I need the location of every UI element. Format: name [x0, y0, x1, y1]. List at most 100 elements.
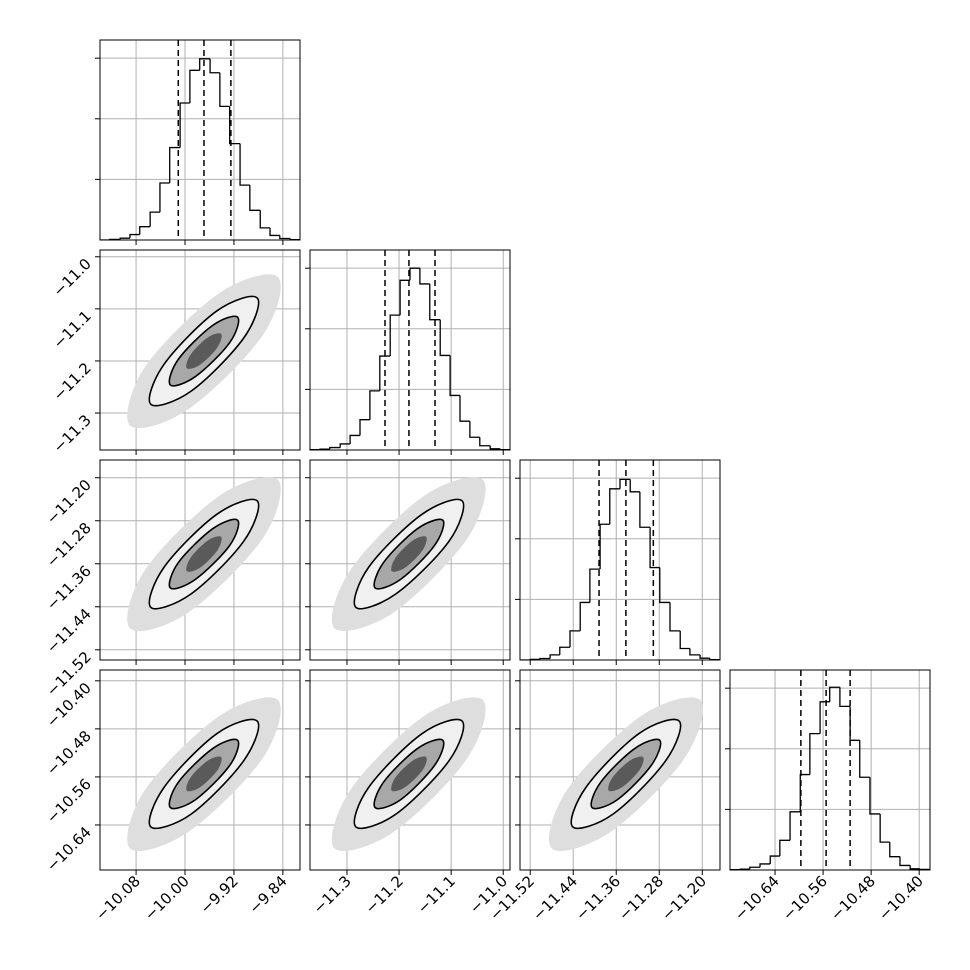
x-tick-label: −10.64 [731, 872, 783, 924]
histogram-bin [759, 863, 771, 868]
density-contour [186, 333, 222, 369]
histogram-bin [209, 58, 220, 74]
y-tick-label: −11.44 [43, 605, 95, 657]
histogram-bin [139, 226, 151, 235]
panel [730, 670, 930, 870]
y-tick-label: −11.28 [43, 519, 95, 571]
histogram-bin [589, 568, 601, 603]
histogram-bin [699, 654, 710, 659]
density-contour [391, 536, 427, 572]
x-tick-label: −10.00 [141, 872, 193, 924]
histogram-bin [559, 646, 570, 655]
histogram-bin [609, 488, 620, 525]
histogram-bin [769, 855, 780, 864]
histogram-bin [179, 102, 190, 148]
panel-frame [99, 39, 301, 241]
histogram-bin [579, 601, 590, 631]
y-tick-label: −11.0 [50, 255, 95, 300]
panel [310, 460, 510, 660]
histogram-bin [849, 706, 860, 741]
histogram-bin [269, 227, 280, 237]
histogram-bin [789, 811, 801, 841]
histogram-bin [749, 866, 761, 870]
panel-frame [309, 669, 511, 871]
histogram-bin [549, 654, 560, 659]
panel [100, 460, 300, 660]
x-tick-label: −9.92 [197, 872, 242, 917]
x-tick-label: −9.84 [245, 872, 290, 917]
histogram-bin [199, 58, 211, 71]
histogram-bin [259, 210, 271, 229]
y-tick-label: −10.48 [43, 727, 95, 779]
histogram-bin [429, 283, 441, 321]
panel-frame [729, 669, 931, 871]
y-tick-label: −11.2 [50, 359, 95, 404]
histogram-bin [649, 527, 660, 569]
histogram-bin [659, 567, 670, 604]
histogram-bin [159, 182, 170, 213]
histogram-bin [809, 732, 821, 775]
panel-frame [309, 249, 511, 451]
histogram-bin [879, 813, 890, 843]
histogram-bin [219, 72, 230, 108]
histogram-bin [739, 868, 750, 870]
histogram-bin [839, 687, 851, 708]
panel [310, 670, 510, 870]
panel [520, 670, 720, 870]
histogram-bin [799, 773, 810, 812]
histogram-bin [539, 657, 551, 660]
histogram-bin [239, 143, 250, 186]
histogram-bin [909, 865, 920, 870]
histogram-bin [599, 523, 610, 570]
x-tick-label: −11.3 [310, 872, 355, 917]
histogram-bin [469, 421, 480, 438]
histogram-bin [129, 233, 140, 239]
density-contour [391, 756, 427, 792]
panel-frame [99, 459, 301, 661]
histogram-bin [639, 491, 651, 528]
y-tick-label: −11.1 [50, 307, 95, 352]
x-tick-label: −11.44 [529, 872, 581, 924]
x-tick-label: −10.40 [875, 872, 927, 924]
panel-frame [309, 459, 511, 661]
histogram-bin [679, 630, 690, 650]
panel [310, 250, 510, 450]
histogram-bin [829, 686, 840, 702]
histogram-bin [399, 279, 410, 316]
x-tick-label: −10.56 [779, 872, 831, 924]
histogram-bin [329, 446, 341, 450]
histogram-bin [479, 437, 491, 447]
y-tick-label: −10.64 [43, 823, 95, 875]
histogram-bin [629, 479, 640, 493]
histogram-bin [419, 268, 430, 285]
x-tick-label: −11.2 [362, 872, 407, 917]
y-tick-label: −11.3 [50, 411, 95, 456]
panel-frame [99, 249, 301, 451]
panel-frame [99, 669, 301, 871]
histogram-bin [459, 395, 470, 422]
histogram-bin [359, 419, 370, 436]
panel [100, 250, 300, 450]
histogram-bin [689, 648, 701, 656]
histogram-bin [169, 146, 181, 184]
histogram-bin [279, 235, 291, 240]
histogram-bin [819, 701, 830, 734]
panel-frame [519, 459, 721, 661]
histogram-bin [409, 267, 420, 281]
histogram-bin [229, 106, 241, 145]
panel [520, 460, 720, 660]
density-contour [608, 756, 644, 792]
density-contour [186, 536, 222, 572]
panel-frame [519, 669, 721, 871]
histogram-bin [449, 355, 460, 397]
x-tick-label: −11.1 [414, 872, 459, 917]
histogram-bin [899, 856, 911, 867]
histogram-bin [439, 319, 451, 357]
histogram-bin [119, 237, 130, 240]
histogram-bin [619, 478, 631, 489]
histogram-bin [389, 314, 401, 357]
panel [100, 670, 300, 870]
y-tick-label: −11.36 [43, 562, 95, 614]
